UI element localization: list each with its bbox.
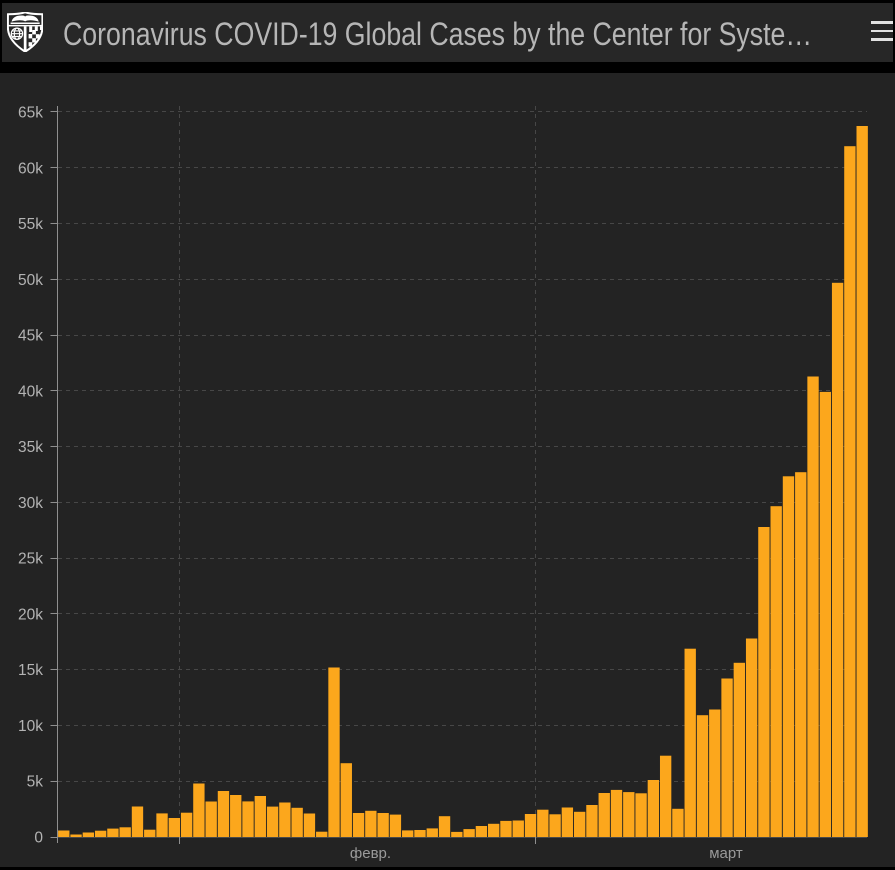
svg-text:60k: 60k (18, 160, 43, 177)
svg-text:30k: 30k (18, 495, 43, 512)
svg-text:0: 0 (34, 830, 43, 847)
svg-text:10k: 10k (18, 718, 43, 735)
svg-text:25k: 25k (18, 551, 43, 568)
svg-text:35k: 35k (18, 439, 43, 456)
svg-text:февр.: февр. (350, 845, 391, 862)
svg-text:55k: 55k (18, 216, 43, 233)
svg-text:20k: 20k (18, 606, 43, 623)
svg-text:5k: 5k (27, 774, 44, 791)
svg-text:65k: 65k (18, 105, 43, 122)
svg-text:15k: 15k (18, 662, 43, 679)
svg-text:45k: 45k (18, 328, 43, 345)
svg-text:40k: 40k (18, 383, 43, 400)
svg-text:март: март (709, 845, 743, 862)
svg-text:50k: 50k (18, 272, 43, 289)
